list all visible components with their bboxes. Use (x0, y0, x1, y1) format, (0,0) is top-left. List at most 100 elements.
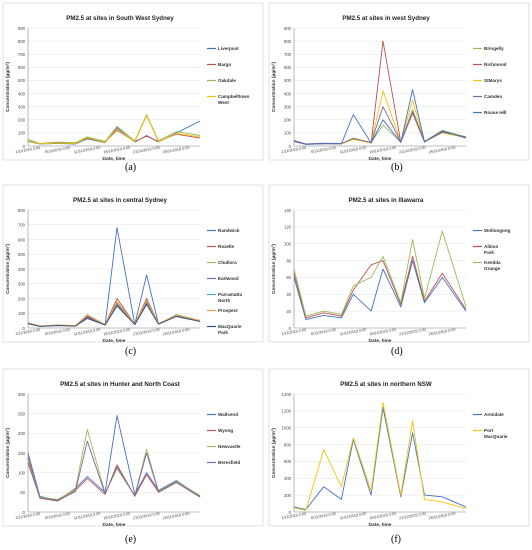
legend-label: Armidale (484, 412, 504, 417)
y-tick-label: 120 (284, 225, 292, 230)
y-tick-label: 400 (18, 267, 26, 272)
y-tick-label: 0 (289, 326, 292, 331)
legend-label: Bringelly (484, 46, 504, 51)
series-line-wallsend (27, 415, 201, 501)
y-tick-label: 900 (284, 26, 292, 31)
y-tick-label: 250 (18, 411, 26, 416)
chart-panel-a: PM2.5 at sites in South West Sydney 0 100 2… (0, 0, 266, 173)
y-tick-label: 1400 (282, 392, 292, 397)
y-tick-label: 700 (18, 52, 26, 57)
x-tick-label: 21/11/2019 0:00 (399, 146, 426, 155)
legend-label: Albion (484, 244, 498, 249)
series-line-wollongong (293, 260, 467, 321)
legend-label: Beresfield (218, 460, 240, 465)
x-tick-label: 6/11/2019 0:00 (45, 328, 70, 336)
y-tick-label: 400 (284, 476, 292, 481)
x-tick-label: 11/11/2019 0:00 (74, 146, 101, 155)
series-line-campbelltown-west (27, 115, 201, 145)
x-axis-title: Date, time (103, 156, 126, 162)
x-tick-label: 16/11/2019 0:00 (369, 146, 396, 155)
series-line-rouse-hill (293, 89, 467, 145)
chart-panel-f: PM2.5 at sites in northern NSW 0 200 400 600… (266, 366, 532, 545)
x-tick-label: 1/11/2019 0:00 (15, 328, 40, 336)
legend-label: Parramatta (218, 292, 242, 297)
panel-label: (d) (391, 346, 403, 357)
y-tick-label: 1200 (282, 409, 292, 414)
y-axis-title: Concentration (µg/m³) (271, 62, 277, 112)
chart-frame (2, 368, 264, 527)
chart-svg-f: PM2.5 at sites in northern NSW 0 200 400 600… (268, 368, 530, 528)
legend-label: Port (484, 428, 494, 433)
chart-frame (268, 368, 530, 527)
y-tick-label: 0 (23, 510, 26, 515)
series-line-beresfield (27, 440, 201, 502)
legend-label: Liverpool (218, 46, 239, 51)
y-tick-label: 600 (284, 459, 292, 464)
x-tick-label: 16/11/2019 0:00 (103, 328, 130, 337)
legend-label: Oakdale (218, 78, 236, 83)
y-tick-label: 1000 (282, 426, 292, 431)
y-tick-label: 400 (284, 91, 292, 96)
chart-panel-d: PM2.5 at sites in Illawarra 0 20 40 60 80 100 1… (266, 182, 532, 357)
legend-label: Wyong (218, 428, 233, 433)
y-tick-label: 900 (18, 26, 26, 31)
legend-label: MacQuarie (484, 434, 508, 439)
y-tick-label: 80 (286, 258, 291, 263)
y-tick-label: 0 (23, 144, 26, 149)
y-tick-label: 700 (284, 52, 292, 57)
x-tick-label: 21/11/2019 0:00 (399, 512, 426, 521)
chart-title: PM2.5 at sites in northern NSW (340, 381, 432, 388)
y-tick-label: 800 (284, 39, 292, 44)
legend-label: North (218, 298, 230, 303)
y-axis-title: Concentration (µg/m³) (271, 428, 277, 478)
y-tick-label: 300 (18, 104, 26, 109)
chart-title: PM2.5 at sites in west Sydney (342, 15, 430, 22)
x-tick-label: 1/11/2019 0:00 (15, 512, 40, 520)
x-axis-title: Date, time (103, 338, 126, 344)
y-tick-label: 150 (18, 451, 26, 456)
panel-label: (b) (391, 162, 403, 173)
x-tick-label: 16/11/2019 0:00 (103, 512, 130, 521)
y-tick-label: 40 (286, 292, 291, 297)
panel-label: (f) (391, 534, 401, 545)
legend-label: Bargo (218, 62, 231, 67)
legend-label: Newcastle (218, 444, 241, 449)
y-tick-label: 300 (18, 282, 26, 287)
y-tick-label: 200 (18, 296, 26, 301)
x-tick-label: 6/11/2019 0:00 (311, 146, 336, 154)
y-axis-title: Concentration (µg/m³) (5, 62, 11, 112)
y-tick-label: 800 (18, 39, 26, 44)
legend-label: StMarys (484, 78, 502, 83)
x-tick-label: 1/11/2019 0:00 (15, 146, 40, 154)
x-tick-label: 21/11/2019 0:00 (399, 328, 426, 337)
x-tick-label: 11/11/2019 0:00 (74, 328, 101, 337)
legend-label: Wollongong (484, 228, 511, 233)
x-tick-label: 21/11/2019 0:00 (133, 328, 160, 337)
y-axis-title: Concentration (µg/m³) (271, 244, 277, 294)
y-tick-label: 500 (18, 78, 26, 83)
series-line-oakdale (27, 114, 201, 144)
y-tick-label: 100 (18, 311, 26, 316)
x-tick-label: 11/11/2019 0:00 (74, 512, 101, 521)
y-tick-label: 200 (284, 118, 292, 123)
y-tick-label: 0 (289, 144, 292, 149)
series-line-armidale (293, 407, 467, 510)
y-tick-label: 100 (18, 470, 26, 475)
x-tick-label: 26/11/2019 0:00 (428, 146, 455, 155)
y-tick-label: 0 (23, 326, 26, 331)
panel-label: (c) (125, 346, 137, 357)
legend-label: Earlwood (218, 276, 239, 281)
series-line-kembla-grange (293, 230, 467, 317)
legend-label: Rouse Hill (484, 110, 506, 115)
x-tick-label: 26/11/2019 0:00 (428, 328, 455, 337)
legend-label: Park (218, 330, 228, 335)
legend-label: Chullora (218, 260, 237, 265)
chart-title: PM2.5 at sites in South West Sydney (66, 15, 174, 22)
legend-label: Campbelltown (218, 94, 250, 99)
y-tick-label: 600 (18, 237, 26, 242)
x-tick-label: 1/11/2019 0:00 (281, 328, 306, 336)
x-tick-label: 11/11/2019 0:00 (340, 146, 367, 155)
y-tick-label: 500 (18, 252, 26, 257)
chart-frame (2, 2, 264, 161)
x-tick-label: 1/11/2019 0:00 (281, 146, 306, 154)
